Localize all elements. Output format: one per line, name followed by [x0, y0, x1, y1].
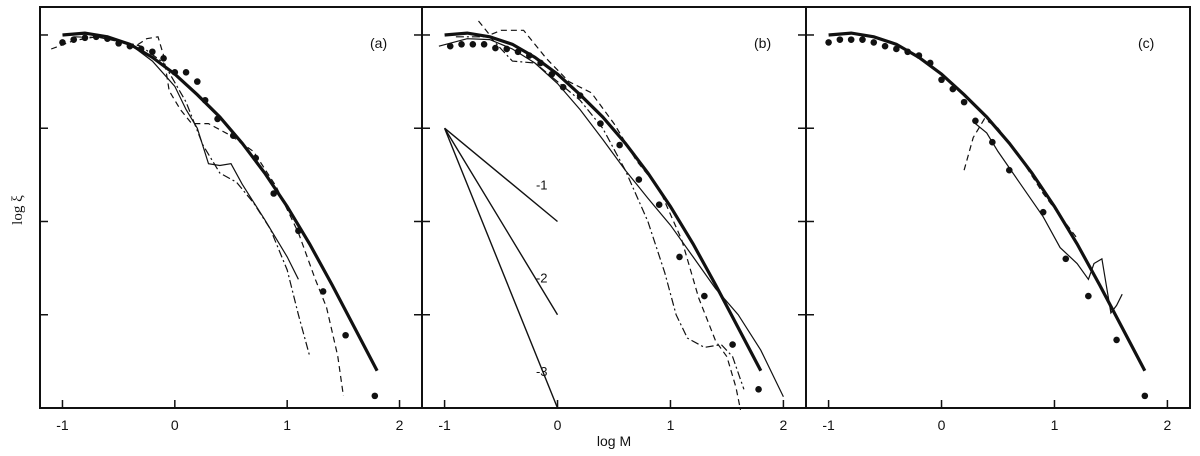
data-point — [1141, 392, 1149, 400]
data-point — [755, 386, 762, 393]
series-line-thin-solid — [438, 38, 784, 398]
data-point — [469, 41, 477, 48]
series-line-thin-solid — [975, 123, 1123, 315]
data-point — [1062, 255, 1070, 263]
data-point — [576, 92, 584, 99]
data-point — [676, 253, 683, 261]
series-line-dashed — [963, 118, 1078, 239]
data-point — [701, 292, 708, 300]
panel-frame — [805, 6, 1191, 409]
x-tick-label: 2 — [1164, 417, 1172, 433]
data-point — [1085, 292, 1092, 300]
data-point — [480, 41, 488, 48]
x-tick-label: -1 — [438, 417, 451, 433]
data-point — [915, 52, 923, 59]
series-line-thick-solid — [828, 31, 1147, 372]
slope-label: -1 — [536, 177, 548, 192]
x-tick-label: 0 — [938, 417, 946, 433]
data-point — [171, 68, 179, 76]
data-point — [229, 132, 237, 139]
series-line-slope-line — [444, 127, 559, 316]
data-point — [537, 59, 544, 67]
data-point — [270, 190, 277, 197]
data-point — [960, 98, 968, 106]
x-tick-label: 0 — [554, 417, 562, 433]
panel-label: (b) — [754, 35, 771, 51]
data-point — [926, 59, 934, 67]
series-line-dashed — [478, 20, 742, 411]
data-point — [214, 115, 221, 123]
x-axis-label: log M — [597, 433, 631, 449]
data-point — [1005, 166, 1013, 174]
panel-b: -1 0 1 2 (b) -1 -2 -3 — [414, 6, 807, 433]
data-point — [295, 227, 302, 235]
data-point — [81, 34, 89, 42]
data-point — [825, 39, 832, 46]
y-axis-label: log ξ — [10, 195, 26, 225]
data-point — [525, 52, 533, 59]
data-point — [881, 42, 889, 50]
x-tick-label: -1 — [822, 417, 835, 433]
data-point — [201, 96, 209, 104]
slope-label: -3 — [536, 364, 548, 379]
data-point — [870, 39, 878, 46]
x-tick-label: 1 — [283, 417, 291, 433]
data-point — [182, 68, 190, 76]
data-point — [371, 392, 379, 400]
data-point — [193, 78, 201, 85]
data-point — [904, 48, 911, 56]
x-tick-label: 0 — [171, 417, 179, 433]
data-point — [1113, 336, 1120, 344]
data-point — [597, 120, 604, 127]
data-point — [319, 288, 327, 295]
series-line-slope-line — [444, 127, 558, 223]
panel-label: (a) — [370, 35, 387, 51]
x-tick-label: 1 — [667, 417, 675, 433]
x-tick-label: 1 — [1051, 417, 1059, 433]
panel-label: (c) — [1138, 35, 1154, 51]
data-point — [635, 176, 643, 183]
panel-c: -1 0 1 2 (c) — [798, 6, 1191, 433]
data-point — [616, 141, 623, 149]
series-line-dash-dot — [73, 36, 311, 356]
x-tick-label: 2 — [780, 417, 788, 433]
data-point — [458, 41, 465, 48]
data-point — [446, 42, 454, 50]
data-point — [655, 201, 663, 209]
x-tick-label: 2 — [396, 417, 404, 433]
series-line-thin-solid — [62, 32, 299, 280]
data-point — [859, 36, 866, 43]
data-point — [938, 76, 945, 84]
series-line-dash-dot — [455, 36, 745, 390]
series-line-thick-solid — [444, 31, 763, 372]
data-point — [949, 85, 957, 93]
data-point — [893, 45, 900, 53]
series-line-dashed — [50, 36, 344, 396]
data-point — [342, 331, 349, 339]
series-line-slope-line — [443, 127, 559, 409]
panel-a: -1 0 1 2 (a) — [39, 6, 423, 433]
data-point — [548, 70, 556, 78]
data-point — [972, 117, 979, 125]
data-point — [847, 36, 855, 43]
data-point — [836, 36, 844, 43]
slope-label: -2 — [536, 271, 548, 286]
data-point — [729, 341, 736, 348]
x-tick-label: -1 — [56, 417, 69, 433]
data-point — [492, 44, 499, 52]
